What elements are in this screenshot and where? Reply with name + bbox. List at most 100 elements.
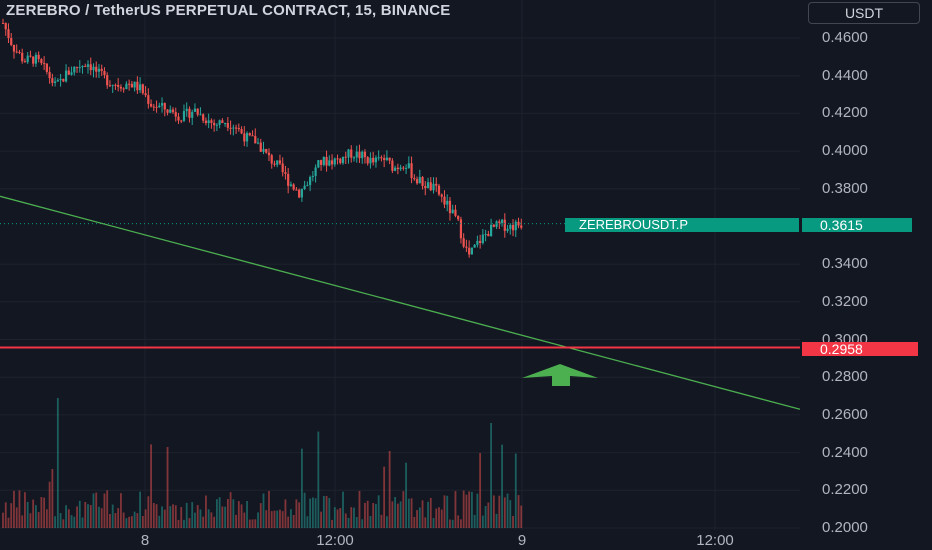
volume-bar xyxy=(89,505,92,528)
volume-bar xyxy=(394,496,397,528)
price-axis[interactable]: 0.4600 0.4400 0.4200 0.4000 0.3800 0.3400 0.32… xyxy=(800,0,932,536)
candle-body xyxy=(484,233,487,235)
volume-bar xyxy=(62,519,65,528)
candle-body xyxy=(67,70,70,75)
candle-body xyxy=(32,56,35,64)
candle-body xyxy=(322,157,325,165)
volume-bar xyxy=(498,495,501,528)
chart-area[interactable] xyxy=(0,0,800,530)
candle-body xyxy=(29,55,32,57)
candle-body xyxy=(251,135,254,137)
candle-body xyxy=(300,189,303,198)
volume-bar xyxy=(87,504,89,528)
volume-bar xyxy=(257,512,259,528)
volume-bar xyxy=(506,493,509,528)
candle-body xyxy=(366,157,369,164)
volume-bar xyxy=(48,481,51,528)
candle-body xyxy=(437,185,441,195)
volume-bar xyxy=(427,501,429,528)
candle-body xyxy=(509,224,512,229)
currency-button[interactable]: USDT xyxy=(808,2,920,24)
candle-body xyxy=(114,84,117,86)
candle-body xyxy=(413,178,416,180)
volume-bar xyxy=(183,519,185,528)
candle-body xyxy=(520,225,523,228)
volume-bar xyxy=(229,492,232,528)
volume-bar xyxy=(344,513,347,528)
volume-bar xyxy=(443,495,446,528)
volume-bar xyxy=(276,510,279,528)
volume-bar xyxy=(492,495,495,528)
volume-bar xyxy=(100,508,103,528)
level-price-label: 0.2958 xyxy=(802,342,918,356)
volume-bar xyxy=(300,448,303,528)
candle-body xyxy=(122,88,125,90)
volume-bar xyxy=(188,518,191,528)
time-axis[interactable]: 8 12:00 9 12:00 xyxy=(0,530,800,550)
candle-body xyxy=(210,120,213,123)
candle-body xyxy=(421,177,424,186)
volume-bar xyxy=(109,513,111,528)
candle-body xyxy=(506,228,509,231)
candle-body xyxy=(457,215,460,220)
volume-bar xyxy=(139,491,142,528)
candle-body xyxy=(292,184,295,190)
candle-body xyxy=(418,177,421,184)
candle-body xyxy=(43,63,46,65)
volume-bar xyxy=(147,496,150,528)
candle-body xyxy=(410,163,413,179)
volume-bar xyxy=(364,502,366,528)
volume-bar xyxy=(325,495,328,528)
volume-bar xyxy=(59,513,62,528)
candle-body xyxy=(215,124,218,126)
candle-body xyxy=(26,55,29,63)
volume-bar xyxy=(479,453,482,528)
volume-bar xyxy=(51,469,54,528)
volume-bar xyxy=(248,519,251,528)
candle-body xyxy=(155,106,158,108)
candle-body xyxy=(391,160,394,171)
candle-body xyxy=(314,167,317,176)
volume-bar xyxy=(251,519,254,528)
volume-bar xyxy=(501,444,503,528)
volume-bar xyxy=(440,509,443,528)
volume-bar xyxy=(224,506,227,528)
candle-body xyxy=(333,158,336,165)
candle-body xyxy=(75,66,79,68)
volume-bar xyxy=(446,495,449,528)
candle-body xyxy=(243,133,246,142)
volume-bar xyxy=(383,466,386,528)
volume-bar xyxy=(103,493,106,528)
candle-body xyxy=(48,71,51,79)
chart-canvas[interactable] xyxy=(0,0,800,530)
volume-bar xyxy=(155,504,158,528)
candle-body xyxy=(265,148,268,153)
volume-bar xyxy=(273,510,276,528)
candle-body xyxy=(372,157,375,163)
volume-bar xyxy=(92,493,95,528)
candle-body xyxy=(344,156,347,158)
candle-body xyxy=(188,108,191,118)
volume-bar xyxy=(265,510,268,528)
candle-body xyxy=(440,194,443,197)
volume-bar xyxy=(342,491,344,528)
volume-bar xyxy=(350,507,353,528)
chart-title: ZEREBRO / TetherUS PERPETUAL CONTRACT, 1… xyxy=(6,2,451,19)
time-tick: 9 xyxy=(517,532,527,549)
price-tick: 0.3400 xyxy=(822,255,868,273)
volume-bar xyxy=(369,515,372,528)
candle-body xyxy=(503,219,506,231)
price-tick: 0.3800 xyxy=(822,179,868,197)
volume-bar xyxy=(336,509,339,528)
volume-bar xyxy=(490,423,492,528)
candle-body xyxy=(70,72,73,75)
price-tick: 0.4200 xyxy=(822,104,868,122)
volume-bar xyxy=(150,444,152,528)
candle-body xyxy=(355,151,358,158)
last-price-label: 0.3615 xyxy=(802,218,912,232)
volume-bar xyxy=(213,516,216,528)
volume-bar xyxy=(13,490,15,528)
volume-bar xyxy=(81,517,84,528)
volume-bar xyxy=(120,493,122,528)
candle-body xyxy=(311,175,314,177)
